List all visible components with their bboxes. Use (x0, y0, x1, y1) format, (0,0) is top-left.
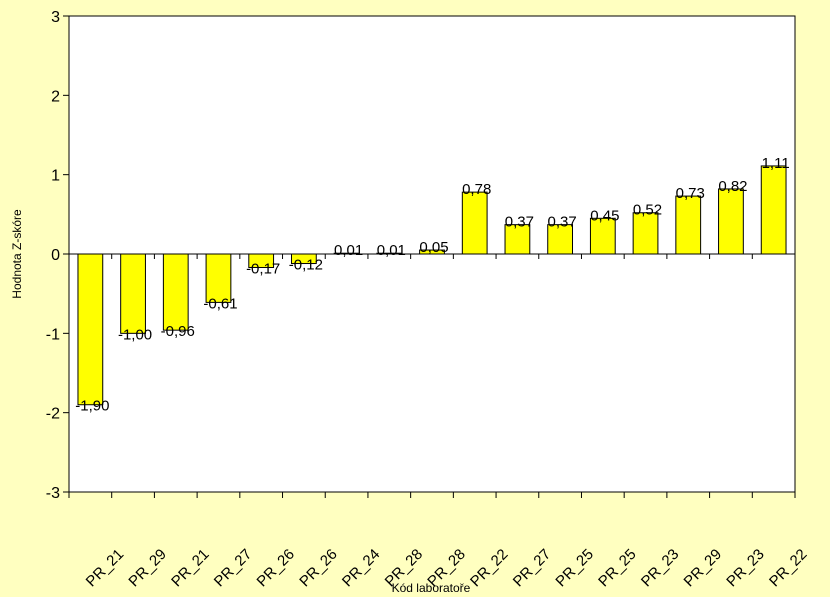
bar (547, 224, 574, 255)
bar (760, 165, 787, 255)
x-tick-label: PR_21 (83, 546, 127, 590)
data-label: -0,17 (246, 260, 280, 277)
data-label: 0,78 (462, 181, 491, 198)
data-label: 0,37 (505, 214, 534, 231)
y-tick-label: -3 (46, 485, 60, 502)
x-tick-label: PR_26 (254, 546, 298, 590)
x-tick-label: PR_23 (723, 546, 767, 590)
x-tick-label: PR_25 (552, 546, 596, 590)
data-label: -0,12 (289, 257, 323, 274)
data-label: 1,11 (762, 155, 790, 172)
bar (461, 191, 488, 255)
x-tick-label: PR_26 (296, 546, 340, 590)
x-tick-label: PR_29 (125, 546, 169, 590)
x-tick-label: PR_25 (595, 546, 639, 590)
y-axis-title: Hodnota Z-skóre (10, 209, 24, 299)
y-tick-label: -1 (46, 326, 60, 343)
x-tick-label: PR_27 (211, 546, 255, 590)
data-label: 0,73 (676, 185, 705, 202)
y-axis: -3 -2 -1 0 1 2 3 (46, 9, 69, 502)
x-tick-label: PR_22 (766, 546, 810, 590)
data-label: 0,82 (718, 178, 747, 195)
bar (120, 253, 146, 334)
data-label: -0,61 (203, 295, 237, 312)
data-label: -0,96 (161, 323, 195, 340)
x-tick-label: PR_23 (638, 546, 682, 590)
data-label: 0,05 (419, 239, 448, 256)
y-tick-label: 0 (51, 247, 60, 264)
data-label: 0,01 (377, 242, 406, 259)
bar (589, 217, 616, 255)
y-tick-label: -2 (46, 406, 60, 423)
y-tick-label: 1 (51, 168, 60, 185)
bar (632, 212, 659, 255)
data-label: 0,52 (633, 202, 662, 219)
bar (205, 253, 232, 303)
bar (675, 195, 702, 255)
data-labels-group: -1,90 -1,00 -0,96 -0,61 -0,17 -0,12 0,01 0,01 0,… (75, 155, 789, 415)
data-label: 0,01 (334, 242, 363, 259)
bar (162, 253, 189, 331)
x-tick-label: PR_24 (339, 546, 383, 590)
x-tick-label: PR_22 (467, 546, 511, 590)
y-tick-label: 3 (51, 9, 60, 26)
bar (718, 188, 744, 255)
data-label: 0,37 (548, 214, 577, 231)
bar (77, 253, 104, 406)
x-tick-label: PR_21 (168, 546, 212, 590)
data-label: 0,45 (590, 207, 619, 224)
bar (504, 224, 531, 255)
data-label: -1,00 (118, 326, 152, 343)
x-axis-title: Kód laboratoře (392, 581, 471, 595)
x-tick-label: PR_27 (510, 546, 554, 590)
x-tick-label: PR_29 (681, 546, 725, 590)
y-tick-label: 2 (51, 88, 60, 105)
data-label: -1,90 (75, 398, 109, 415)
